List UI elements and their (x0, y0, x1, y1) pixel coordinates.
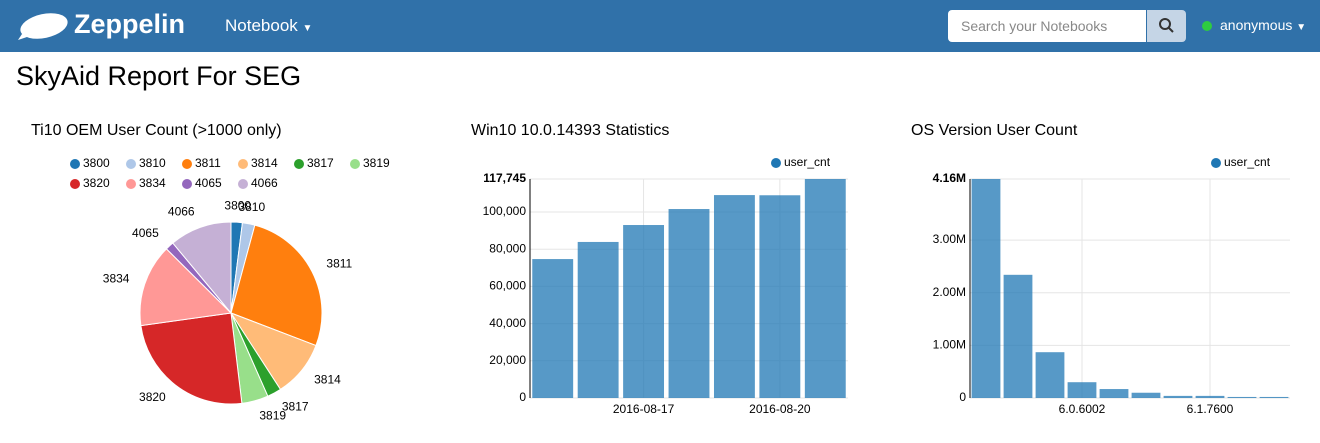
brand-logo[interactable] (16, 10, 70, 42)
legend-dot (238, 159, 248, 169)
menu-label[interactable]: Notebook (225, 16, 298, 35)
bar (532, 259, 574, 398)
slice-label: 3819 (259, 408, 286, 422)
slice-label: 3814 (314, 373, 341, 387)
bar (759, 195, 801, 398)
navbar: Zeppelin Notebook ▼ Search your Notebook… (0, 0, 1320, 52)
legend-dot (70, 159, 80, 169)
legend-dot (182, 159, 192, 169)
legend-label: 4065 (195, 176, 222, 190)
bar (1003, 274, 1033, 398)
legend-dot (126, 159, 136, 169)
legend-label: 4066 (251, 176, 278, 190)
y-tick-label: 2.00M (933, 285, 966, 299)
bar (623, 225, 665, 398)
bar (1227, 396, 1257, 398)
slice-label: 4065 (132, 226, 159, 240)
chart-title: Win10 10.0.14393 Statistics (471, 122, 669, 139)
legend-label: 3817 (307, 156, 334, 170)
y-tick-label: 1.00M (933, 338, 966, 352)
y-tick-label: 0 (959, 390, 966, 404)
chart-title: Ti10 OEM User Count (>1000 only) (31, 122, 282, 139)
bar (971, 179, 1001, 398)
legend-label: 3819 (363, 156, 390, 170)
y-tick-label: 100,000 (483, 204, 527, 218)
x-tick-label: 2016-08-17 (613, 402, 675, 416)
legend-label: 3814 (251, 156, 278, 170)
x-tick-label: 6.1.7600 (1187, 402, 1234, 416)
slice-label: 3817 (282, 399, 309, 413)
legend-dot (350, 159, 360, 169)
x-tick-label: 2016-08-20 (749, 402, 811, 416)
bar (1195, 395, 1225, 398)
bar (1131, 392, 1161, 398)
legend-dot (294, 159, 304, 169)
y-tick-label: 3.00M (933, 232, 966, 246)
search-input[interactable]: Search your Notebooks (948, 10, 1146, 42)
user-menu[interactable]: anonymous ▼ (1220, 17, 1307, 33)
slice-label: 4066 (168, 205, 195, 219)
legend-label: 3800 (83, 156, 110, 170)
bar (668, 209, 710, 398)
legend-label: 3810 (139, 156, 166, 170)
pie-slice (230, 224, 323, 347)
search-button[interactable] (1147, 10, 1186, 42)
slice-label: 3820 (139, 390, 166, 404)
pie-slice (139, 248, 233, 327)
slice-label: 3811 (326, 257, 352, 271)
search-placeholder: Search your Notebooks (961, 18, 1108, 34)
legend-label: 3811 (195, 156, 221, 170)
page-title: SkyAid Report For SEG (16, 61, 301, 91)
bar (1259, 396, 1289, 398)
user-name[interactable]: anonymous (1220, 17, 1293, 33)
y-tick-label: 4.16M (933, 171, 966, 185)
legend-dot (1211, 158, 1221, 168)
y-tick-label: 20,000 (489, 353, 526, 367)
bar (1163, 395, 1193, 398)
y-tick-label: 117,745 (483, 171, 526, 185)
legend-dot (70, 179, 80, 189)
y-tick-label: 0 (519, 390, 526, 404)
status-dot (1202, 21, 1212, 31)
bar (577, 241, 619, 398)
bar (1099, 389, 1129, 398)
slice-label: 3800 (224, 198, 251, 212)
pie-slice (172, 221, 232, 315)
chart-title: OS Version User Count (911, 122, 1078, 139)
brand[interactable]: Zeppelin (74, 9, 186, 39)
y-tick-label: 40,000 (489, 316, 526, 330)
slice-label: 3810 (238, 200, 265, 214)
x-tick-label: 6.0.6002 (1059, 402, 1106, 416)
legend-dot (238, 179, 248, 189)
legend-dot (771, 158, 781, 168)
legend-label: 3834 (139, 176, 166, 190)
content: SkyAid Report For SEG Ti10 OEM User Coun… (16, 61, 1290, 422)
legend-dot (126, 179, 136, 189)
y-tick-label: 80,000 (489, 241, 526, 255)
legend-label: user_cnt (784, 155, 831, 169)
bar (713, 195, 755, 398)
bar (1035, 352, 1065, 398)
legend-label: 3820 (83, 176, 110, 190)
pie-slice (140, 312, 243, 405)
legend-dot (182, 179, 192, 189)
slice-label: 3834 (103, 271, 130, 285)
menu[interactable]: Notebook ▼ (225, 16, 313, 35)
bar (804, 179, 846, 398)
bar (1067, 382, 1097, 398)
legend-label: user_cnt (1224, 155, 1271, 169)
y-tick-label: 60,000 (489, 279, 526, 293)
